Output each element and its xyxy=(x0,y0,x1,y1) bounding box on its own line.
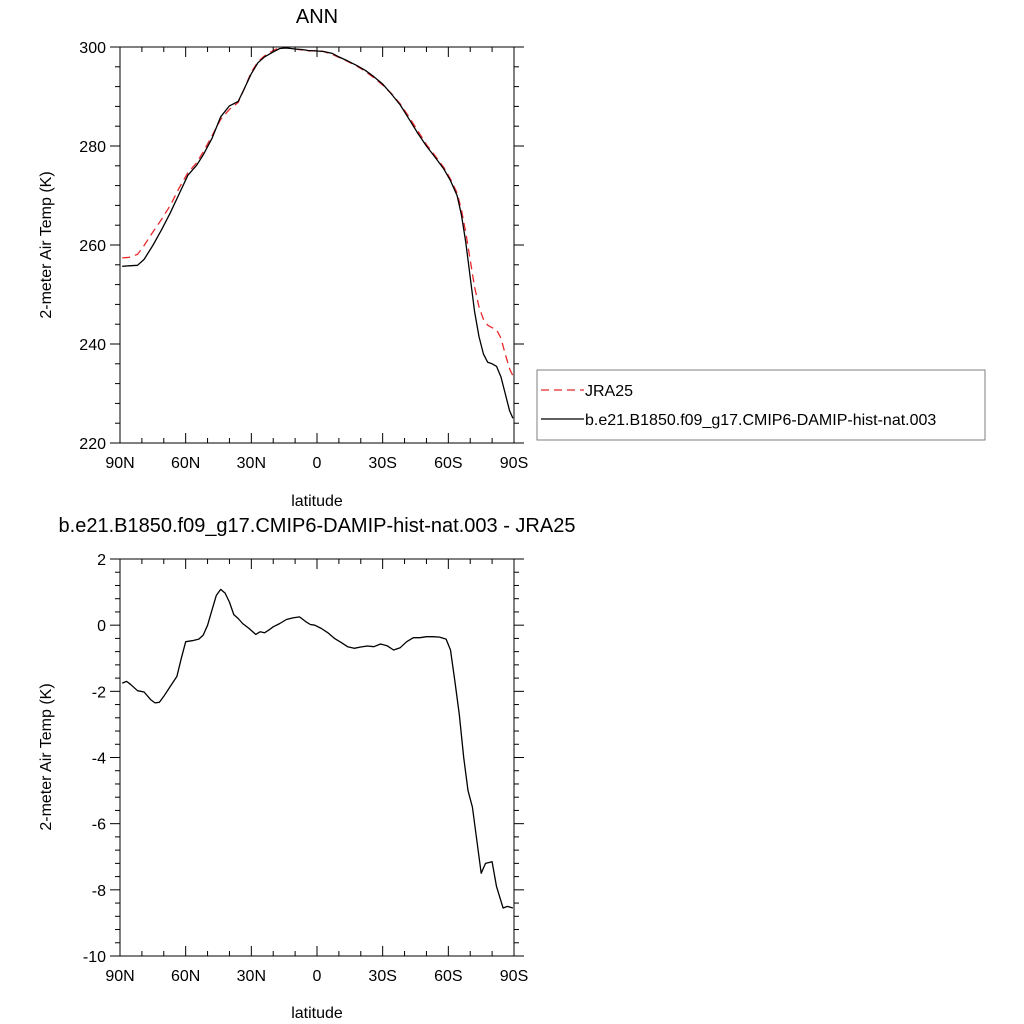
x-tick-label: 60S xyxy=(434,968,462,985)
legend-label-jra25: JRA25 xyxy=(585,383,633,400)
legend-box xyxy=(536,369,986,441)
x-tick-label: 30N xyxy=(237,968,266,985)
y-tick-label: -6 xyxy=(92,817,106,834)
x-tick-label: 60S xyxy=(434,455,462,472)
tick-marks xyxy=(110,558,524,957)
x-tick-label: 90S xyxy=(500,455,528,472)
plot-frame xyxy=(119,46,515,444)
y-tick-label: -8 xyxy=(92,883,106,900)
y-tick-label: -2 xyxy=(92,684,106,701)
y-tick-labels: -10 -8 -6 -4 -2 0 2 xyxy=(83,552,106,966)
y-tick-label: 300 xyxy=(79,40,106,57)
x-axis-label: latitude xyxy=(291,1005,343,1022)
x-tick-label: 30S xyxy=(368,968,396,985)
y-tick-label: -10 xyxy=(83,949,106,966)
x-tick-label: 90N xyxy=(105,455,134,472)
tick-marks xyxy=(110,46,524,444)
y-tick-labels: 220 240 260 280 300 xyxy=(79,40,106,453)
panel-difference: b.e21.B1850.f09_g17.CMIP6-DAMIP-hist-nat… xyxy=(38,515,575,1022)
y-axis-label: 2-meter Air Temp (K) xyxy=(38,171,55,318)
x-tick-label: 60N xyxy=(171,455,200,472)
x-axis-label: latitude xyxy=(291,493,343,510)
x-tick-labels: 90N 60N 30N 0 30S 60S 90S xyxy=(105,968,528,985)
panel-title: b.e21.B1850.f09_g17.CMIP6-DAMIP-hist-nat… xyxy=(59,515,576,537)
x-tick-label: 0 xyxy=(313,455,322,472)
series-line-difference-0 xyxy=(121,588,514,909)
x-tick-label: 60N xyxy=(171,968,200,985)
x-tick-label: 0 xyxy=(313,968,322,985)
x-tick-label: 90N xyxy=(105,968,134,985)
plot-frame xyxy=(119,558,515,957)
series-layer xyxy=(121,588,514,909)
y-axis-label: 2-meter Air Temp (K) xyxy=(38,683,55,830)
y-tick-label: 280 xyxy=(79,139,106,156)
y-tick-label: 2 xyxy=(97,552,106,569)
y-tick-label: 260 xyxy=(79,238,106,255)
y-tick-label: 0 xyxy=(97,618,106,635)
legend-label-model: b.e21.B1850.f09_g17.CMIP6-DAMIP-hist-nat… xyxy=(585,412,936,429)
panel-annual-mean: ANN 90N 60N 30N 0 30S 60S 90S 220240260280300 … xyxy=(38,6,528,510)
y-tick-label: 220 xyxy=(79,436,106,453)
legend: JRA25 b.e21.B1850.f09_g17.CMIP6-DAMIP-hi… xyxy=(536,369,986,441)
x-tick-label: 90S xyxy=(500,968,528,985)
y-tick-label: -4 xyxy=(92,751,106,768)
series-layer xyxy=(122,46,514,419)
series-line-jra25 xyxy=(122,46,514,376)
x-tick-label: 30S xyxy=(368,455,396,472)
x-tick-label: 30N xyxy=(237,455,266,472)
panel-title: ANN xyxy=(296,6,338,28)
y-tick-label: 240 xyxy=(79,337,106,354)
x-tick-labels: 90N 60N 30N 0 30S 60S 90S xyxy=(105,455,528,472)
series-line-b-e21-b1850-f09-g17-cmip6-damip-hist-nat-003 xyxy=(122,47,514,419)
